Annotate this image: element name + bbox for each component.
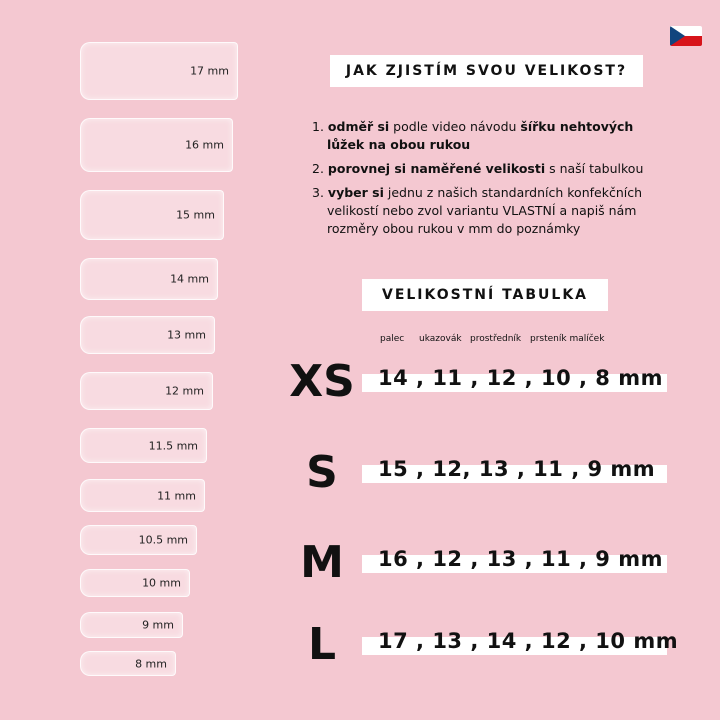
size-label: L: [307, 619, 337, 670]
finger-header: ukazovák: [419, 334, 462, 344]
nail-tip: 9 mm: [80, 612, 183, 638]
nail-size-label: 15 mm: [176, 208, 215, 222]
czech-flag-icon: [670, 26, 702, 46]
nail-size-label: 12 mm: [165, 384, 204, 398]
nail-tip: 10 mm: [80, 569, 190, 597]
nail-size-label: 10.5 mm: [138, 533, 188, 547]
size-values: 14 , 11 , 12 , 10 , 8 mm: [378, 366, 663, 390]
step: 2. porovnej si naměřené velikosti s naší…: [312, 161, 644, 176]
size-row: 15 , 12, 13 , 11 , 9 mm: [362, 457, 667, 483]
nail-size-label: 16 mm: [185, 138, 224, 152]
nail-tip: 15 mm: [80, 190, 224, 240]
nail-tip: 14 mm: [80, 258, 218, 300]
nail-size-label: 9 mm: [142, 618, 174, 632]
nail-tip: 10.5 mm: [80, 525, 197, 555]
size-label: M: [300, 537, 344, 588]
nail-size-label: 14 mm: [170, 272, 209, 286]
size-label: XS: [289, 356, 355, 407]
nail-size-label: 10 mm: [142, 576, 181, 590]
step: 3. vyber si jednu z našich standardních …: [312, 185, 643, 236]
steps-list: 1. odměř si podle video návodu šířku neh…: [312, 118, 672, 244]
size-row: 16 , 12 , 13 , 11 , 9 mm: [362, 547, 667, 573]
finger-header: prsteník malíček: [530, 334, 605, 344]
step: 1. odměř si podle video návodu šířku neh…: [312, 119, 634, 152]
nail-tip: 8 mm: [80, 651, 176, 676]
nail-tip: 11.5 mm: [80, 428, 207, 463]
size-values: 16 , 12 , 13 , 11 , 9 mm: [378, 547, 663, 571]
nail-tip: 12 mm: [80, 372, 213, 410]
size-values: 15 , 12, 13 , 11 , 9 mm: [378, 457, 656, 481]
nail-tip: 11 mm: [80, 479, 205, 512]
nail-size-label: 17 mm: [190, 64, 229, 78]
how-to-title: JAK ZJISTÍM SVOU VELIKOST?: [330, 55, 643, 87]
nail-size-label: 8 mm: [135, 657, 167, 670]
nail-size-label: 11 mm: [157, 489, 196, 502]
size-values: 17 , 13 , 14 , 12 , 10 mm: [378, 629, 679, 653]
nail-tip: 16 mm: [80, 118, 233, 172]
nail-tip: 17 mm: [80, 42, 238, 100]
nail-tip: 13 mm: [80, 316, 215, 354]
size-label: S: [306, 447, 338, 498]
size-row: 14 , 11 , 12 , 10 , 8 mm: [362, 366, 667, 392]
finger-header: palec: [380, 334, 405, 344]
size-table-title: VELIKOSTNÍ TABULKA: [362, 279, 608, 311]
finger-header: prostředník: [470, 334, 522, 344]
nail-size-label: 11.5 mm: [148, 439, 198, 452]
nail-size-label: 13 mm: [167, 328, 206, 342]
size-row: 17 , 13 , 14 , 12 , 10 mm: [362, 629, 678, 655]
